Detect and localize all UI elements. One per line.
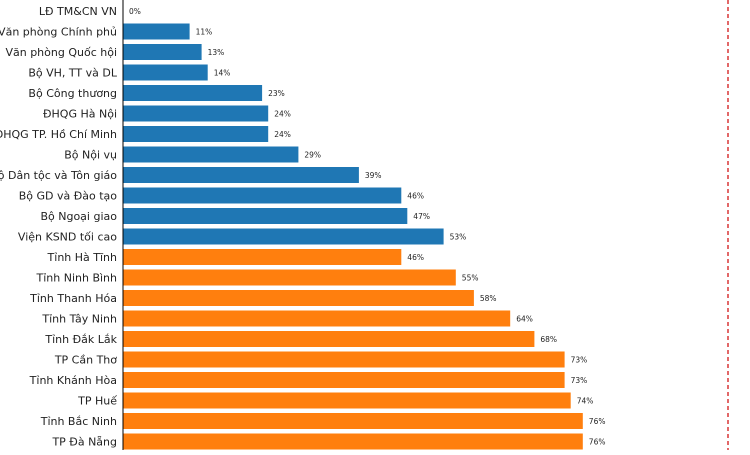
bar-10: [123, 208, 408, 224]
bar-18: [123, 372, 565, 388]
category-label-20: Tỉnh Bắc Ninh: [40, 415, 117, 428]
value-label-11: 53%: [450, 233, 467, 242]
category-label-6: ĐHQG TP. Hồ Chí Minh: [0, 128, 117, 141]
category-label-15: Tỉnh Tây Ninh: [41, 313, 117, 326]
category-label-12: Tỉnh Hà Tĩnh: [47, 251, 117, 264]
value-label-16: 68%: [540, 335, 557, 344]
value-label-0: 0%: [129, 7, 141, 16]
bars-layer: [123, 23, 583, 450]
bar-2: [123, 44, 202, 60]
value-label-18: 73%: [571, 376, 588, 385]
category-label-7: Bộ Nội vụ: [64, 149, 117, 162]
category-label-18: Tỉnh Khánh Hòa: [29, 374, 117, 387]
bar-7: [123, 146, 299, 163]
bar-19: [123, 392, 571, 409]
value-label-4: 23%: [268, 89, 285, 98]
value-label-7: 29%: [304, 151, 321, 160]
category-label-19: TP Huế: [77, 395, 117, 408]
bar-1: [123, 23, 190, 40]
bar-8: [123, 167, 359, 183]
value-label-19: 74%: [577, 397, 594, 406]
bar-3: [123, 64, 208, 81]
bar-16: [123, 331, 535, 347]
bar-15: [123, 310, 511, 327]
value-label-3: 14%: [214, 69, 231, 78]
value-label-9: 46%: [407, 192, 424, 201]
value-label-17: 73%: [571, 356, 588, 365]
value-label-2: 13%: [208, 48, 225, 57]
value-label-14: 58%: [480, 294, 497, 303]
value-label-8: 39%: [365, 171, 382, 180]
bar-13: [123, 269, 456, 286]
category-label-1: Văn phòng Chính phủ: [0, 26, 117, 39]
value-label-20: 76%: [589, 417, 606, 426]
bar-17: [123, 351, 565, 368]
category-label-17: TP Cần Thơ: [54, 354, 117, 367]
bar-9: [123, 187, 402, 204]
value-label-10: 47%: [413, 212, 430, 221]
value-label-6: 24%: [274, 130, 291, 139]
category-label-0: LĐ TM&CN VN: [39, 5, 117, 18]
category-label-3: Bộ VH, TT và DL: [28, 67, 118, 80]
bar-20: [123, 413, 583, 429]
category-label-9: Bộ GD và Đào tạo: [19, 190, 118, 203]
category-label-4: Bộ Công thương: [28, 87, 117, 100]
value-label-13: 55%: [462, 274, 479, 283]
category-label-5: ĐHQG Hà Nội: [43, 108, 117, 121]
category-label-2: Văn phòng Quốc hội: [5, 46, 117, 59]
bar-11: [123, 228, 444, 245]
bar-12: [123, 249, 402, 265]
value-label-1: 11%: [196, 28, 213, 37]
category-label-13: Tỉnh Ninh Bình: [36, 272, 118, 285]
category-label-8: Bộ Dân tộc và Tôn giáo: [0, 169, 117, 182]
value-label-15: 64%: [516, 315, 533, 324]
bar-14: [123, 290, 474, 306]
value-label-5: 24%: [274, 110, 291, 119]
category-label-11: Viện KSND tối cao: [18, 231, 117, 244]
category-label-10: Bộ Ngoại giao: [40, 210, 117, 223]
category-label-16: Tỉnh Đắk Lắk: [44, 333, 117, 346]
bar-6: [123, 126, 269, 142]
category-label-21: TP Đà Nẵng: [51, 436, 117, 449]
bar-4: [123, 85, 263, 101]
category-label-14: Tỉnh Thanh Hóa: [29, 292, 117, 305]
value-label-21: 76%: [589, 438, 606, 447]
bar-21: [123, 433, 583, 450]
bar-5: [123, 105, 269, 122]
labels-layer: LĐ TM&CN VN 0% Văn phòng Chính phủ 11% Văn p…: [0, 5, 605, 449]
value-label-12: 46%: [407, 253, 424, 262]
